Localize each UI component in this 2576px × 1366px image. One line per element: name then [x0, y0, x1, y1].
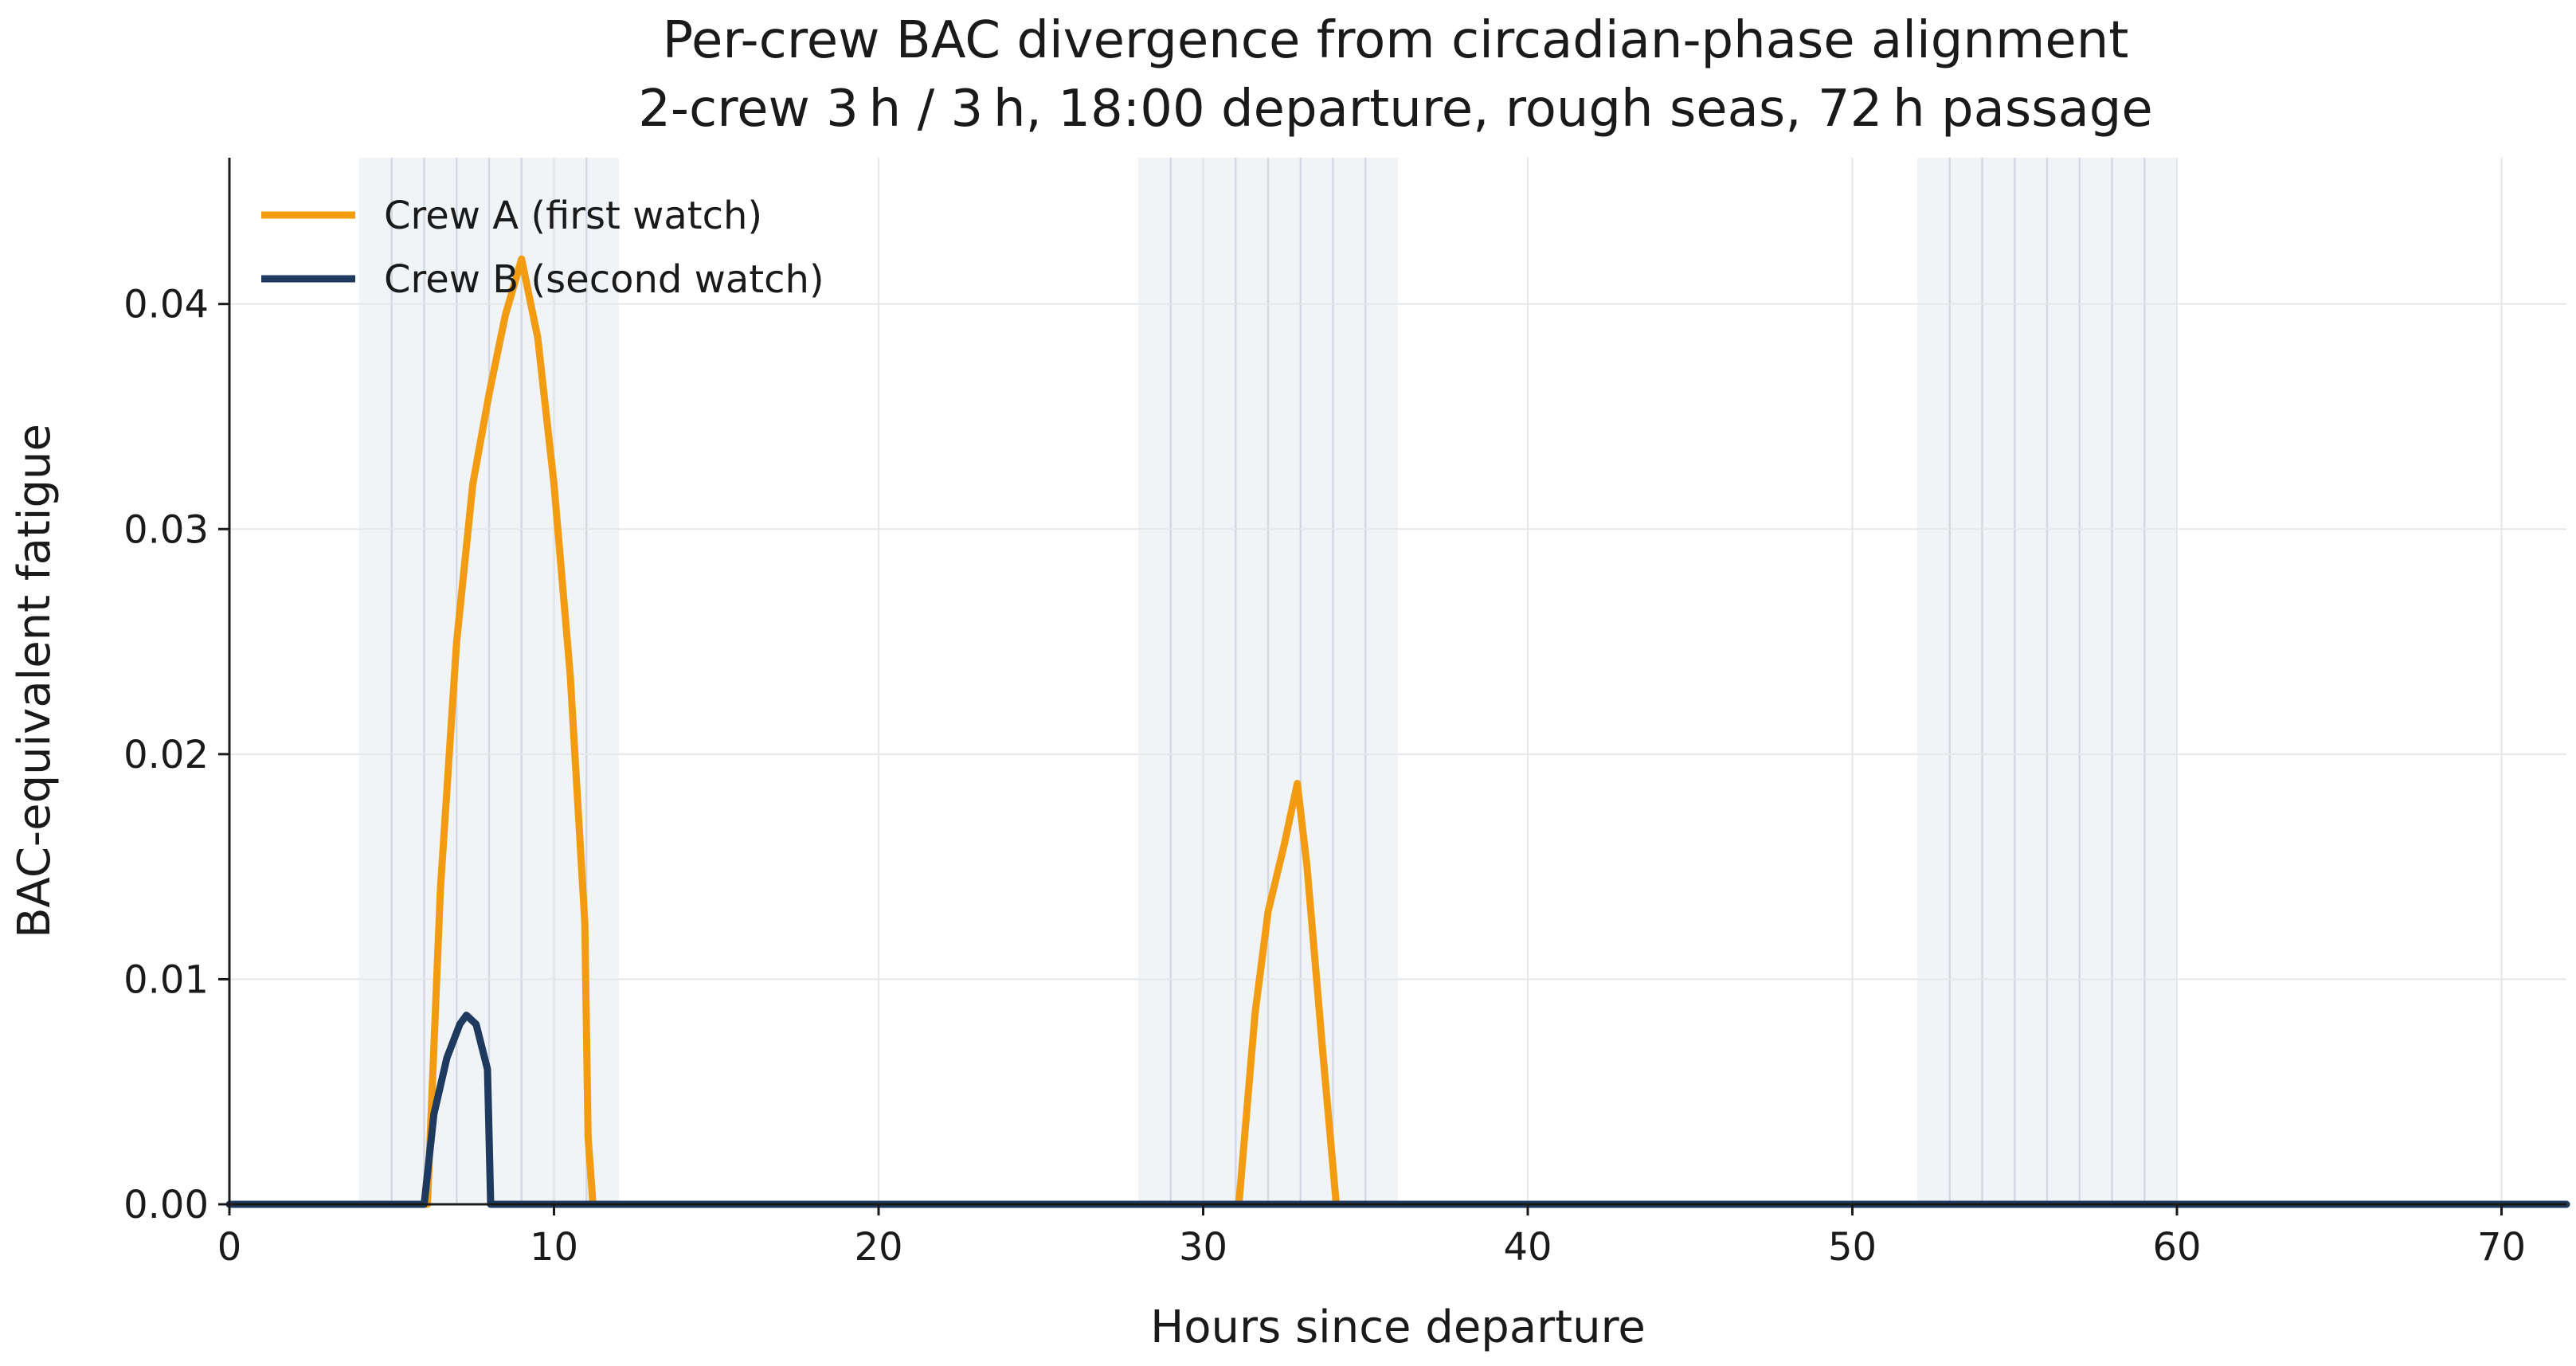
- y-tick-label: 0.00: [123, 1183, 209, 1227]
- y-tick-label: 0.04: [123, 283, 209, 327]
- x-tick-label: 60: [2152, 1225, 2201, 1270]
- y-axis-label: BAC-equivalent fatigue: [9, 424, 61, 938]
- crew-a-line: [225, 255, 2570, 1208]
- grid: [229, 158, 2566, 1204]
- y-tick-label: 0.03: [123, 507, 209, 552]
- legend-label-crew-a: Crew A (first watch): [384, 194, 762, 238]
- x-tick-label: 10: [530, 1225, 578, 1270]
- x-tick-label: 70: [2477, 1225, 2526, 1270]
- x-tick-label: 0: [217, 1225, 242, 1270]
- chart-subtitle: 2-crew 3 h / 3 h, 18:00 departure, rough…: [638, 80, 2153, 139]
- chart-title: Per-crew BAC divergence from circadian-p…: [663, 11, 2129, 70]
- crew-b-line: [225, 1012, 2570, 1208]
- x-tick-label: 30: [1179, 1225, 1227, 1270]
- y-tick-label: 0.02: [123, 733, 209, 777]
- legend-label-crew-b: Crew B (second watch): [384, 257, 824, 302]
- series-lines: [225, 255, 2570, 1208]
- x-axis-label: Hours since departure: [1150, 1301, 1646, 1353]
- legend: Crew A (first watch) Crew B (second watch…: [261, 194, 824, 302]
- x-tick-label: 20: [854, 1225, 902, 1270]
- x-tick-label: 50: [1828, 1225, 1877, 1270]
- x-tick-label: 40: [1503, 1225, 1552, 1270]
- y-tick-label: 0.01: [123, 957, 209, 1002]
- axis-ticks: 0 10 20 30 40 50 60 70 0.00 0.01 0.02 0.03 0.04: [123, 283, 2526, 1270]
